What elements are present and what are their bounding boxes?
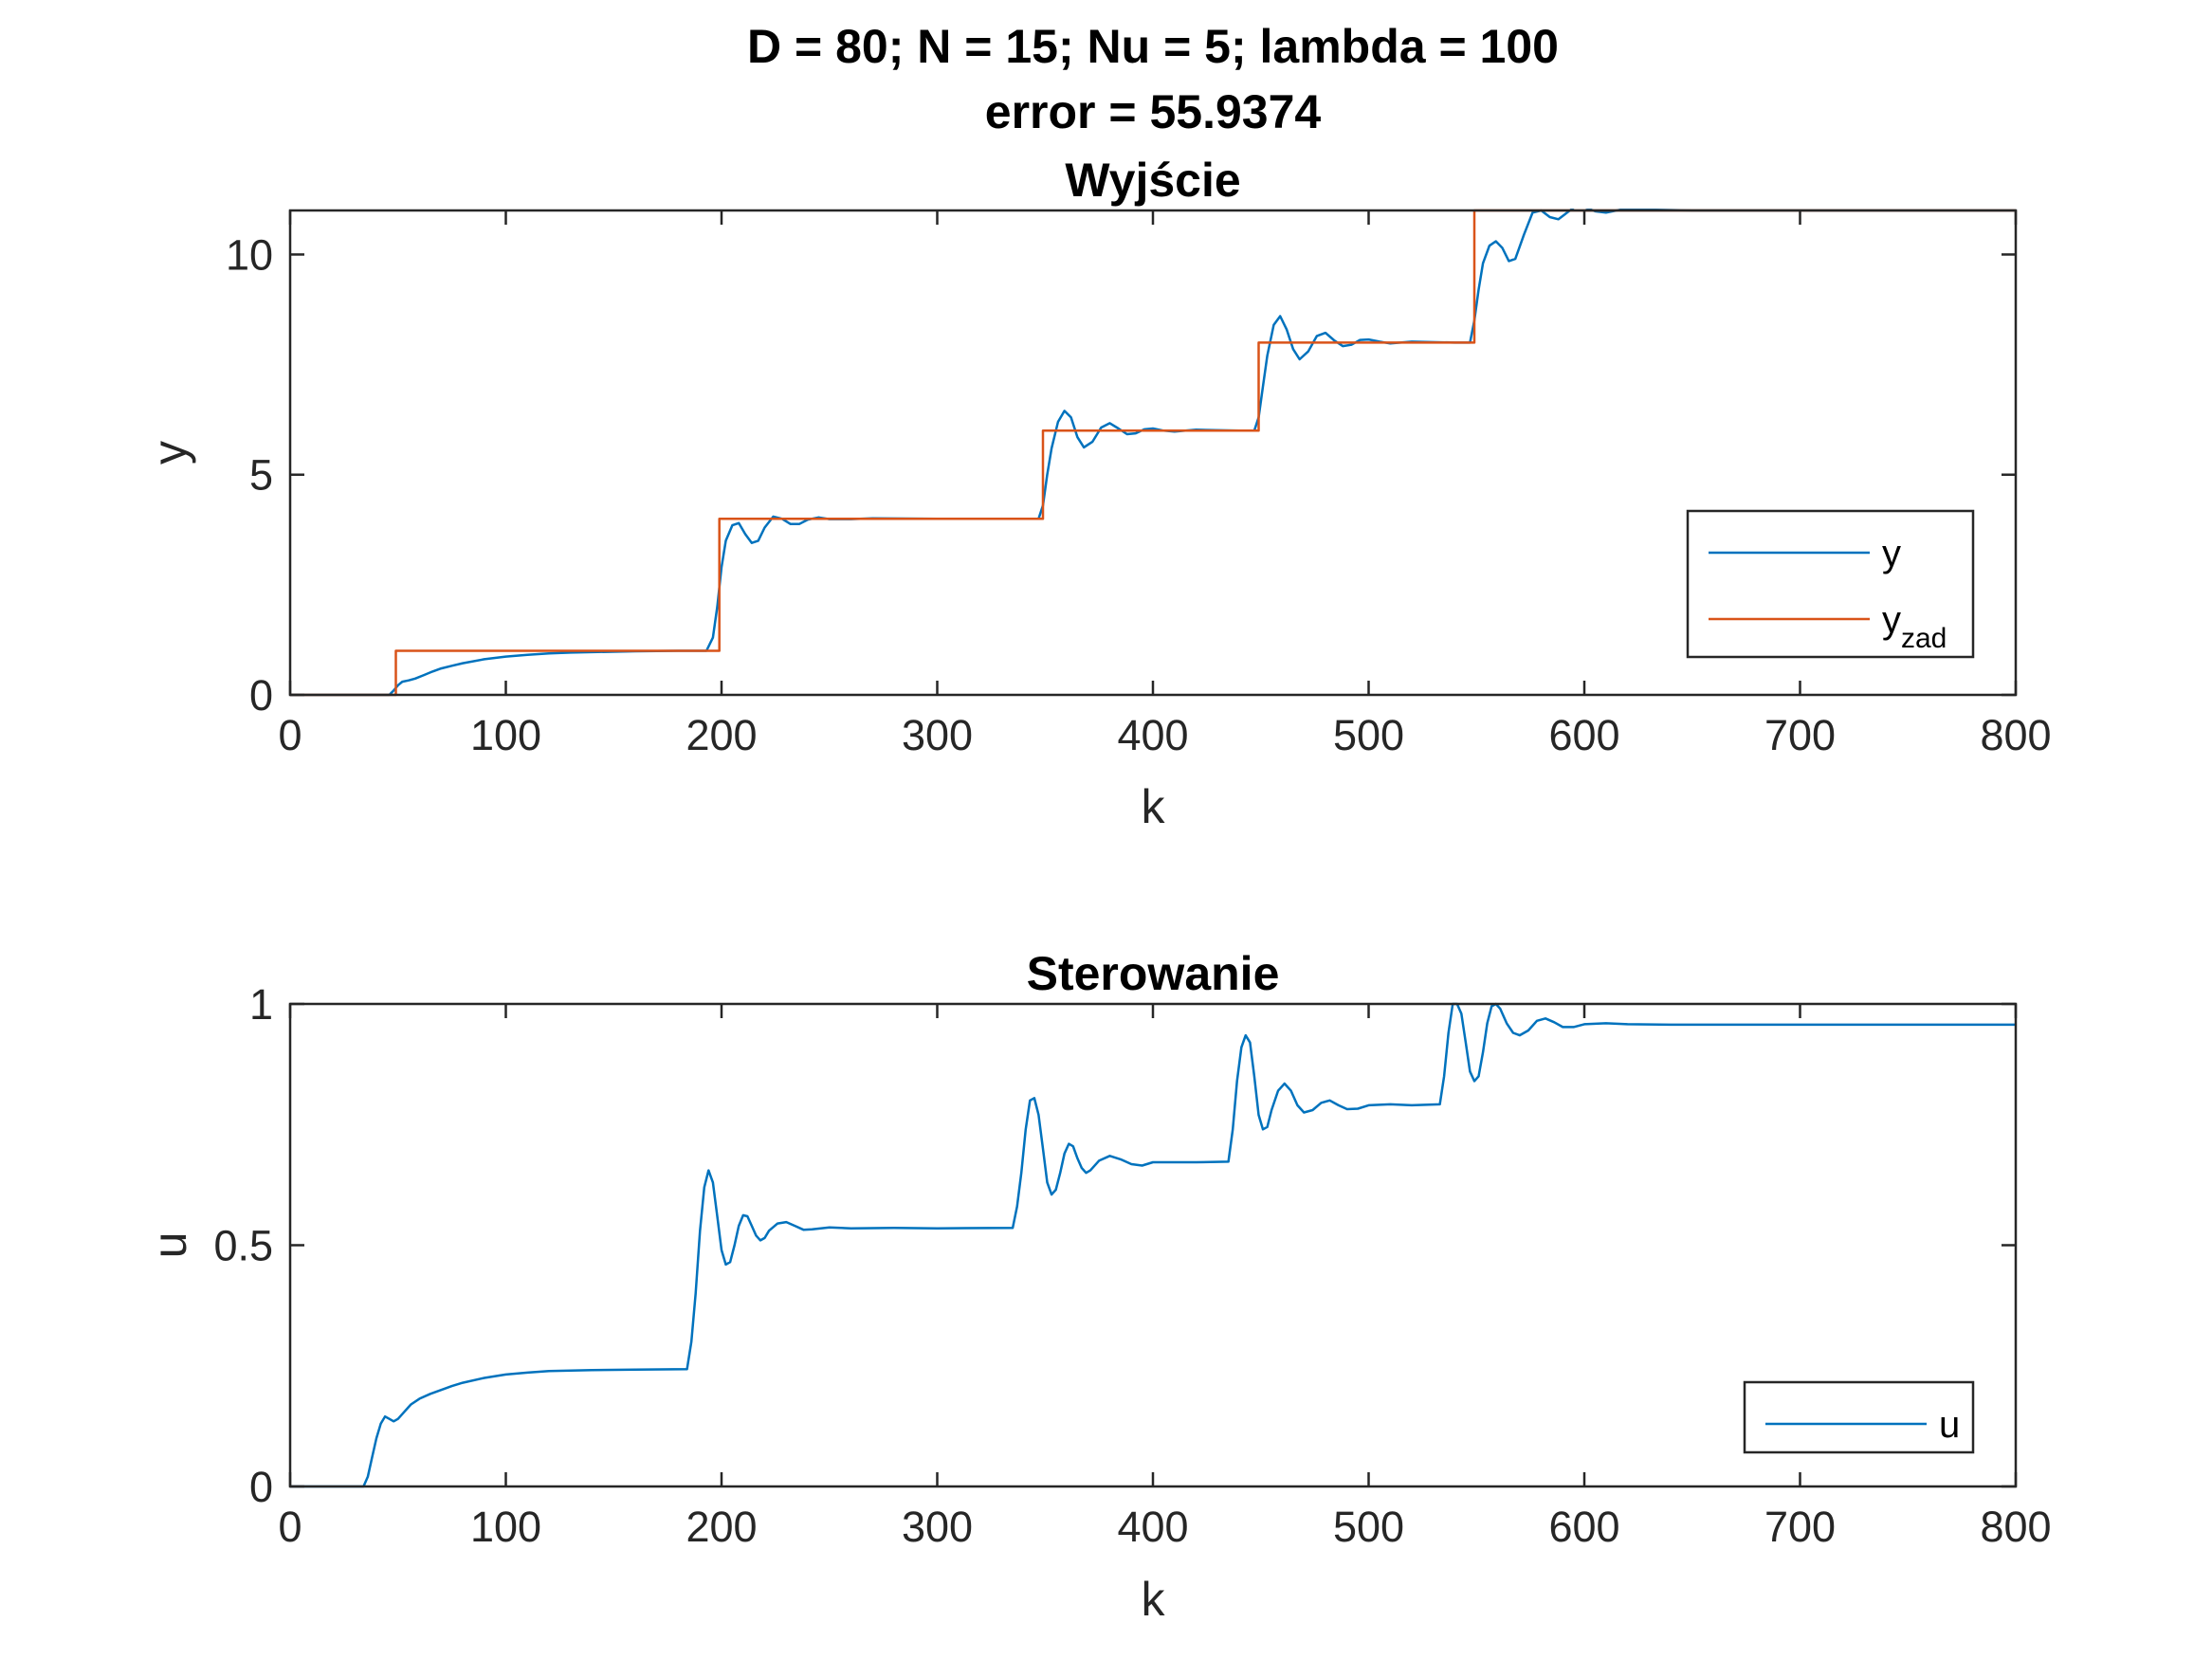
legend: y yzad: [1686, 509, 1975, 659]
x-tick-label: 300: [902, 1503, 973, 1551]
legend-entry-y: y: [1882, 533, 1901, 574]
control-plot: 0 100 200 300 400 500 600 700 800 0 0.5 1 Sterowanie…: [143, 947, 2052, 1626]
x-axis-label: k: [1142, 1573, 1166, 1626]
y-tick-label: 0: [249, 671, 273, 720]
x-tick-label: 700: [1764, 711, 1836, 759]
x-tick-label: 600: [1548, 711, 1619, 759]
output-plot: 0 100 200 300 400 500 600 700 8000510Wyjściekyyy…: [143, 154, 2052, 833]
y-tick-label: 0: [249, 1463, 273, 1511]
x-axis-label: k: [1142, 780, 1166, 833]
y-tick-label: 10: [226, 230, 273, 279]
x-tick-label: 500: [1333, 1503, 1404, 1551]
legend-entry-yzad: yzad: [1882, 599, 1947, 654]
figure-title-line2: error = 55.9374: [985, 85, 1322, 138]
y-tick-label: 5: [249, 451, 273, 500]
figure-title-line1: D = 80; N = 15; Nu = 5; lambda = 100: [747, 20, 1559, 73]
x-tick-label: 800: [1980, 711, 2051, 759]
subplot-title: Sterowanie: [1027, 947, 1280, 1000]
series-line-yzad: [290, 209, 2016, 697]
x-tick-label: 400: [1117, 711, 1188, 759]
x-tick-label: 700: [1764, 1503, 1836, 1551]
x-tick-label: 500: [1333, 711, 1404, 759]
x-tick-label: 200: [686, 1503, 757, 1551]
x-tick-label: 600: [1548, 1503, 1619, 1551]
x-tick-label: 100: [470, 1503, 541, 1551]
series-line-u: [290, 1002, 2016, 1488]
x-tick-label: 300: [902, 711, 973, 759]
x-tick-label: 0: [278, 711, 302, 759]
x-tick-label: 200: [686, 711, 757, 759]
x-tick-label: 400: [1117, 1503, 1188, 1551]
y-tick-label: 1: [249, 980, 273, 1029]
y-tick-label: 0.5: [213, 1222, 273, 1270]
y-axis-label: u: [143, 1232, 196, 1259]
x-tick-label: 0: [278, 1503, 302, 1551]
y-axis-label: y: [143, 441, 196, 465]
subplot-title: Wyjście: [1065, 154, 1240, 207]
x-tick-label: 100: [470, 711, 541, 759]
legend-entry-u: u: [1939, 1404, 1960, 1446]
legend: u: [1743, 1380, 1975, 1454]
x-tick-label: 800: [1980, 1503, 2051, 1551]
